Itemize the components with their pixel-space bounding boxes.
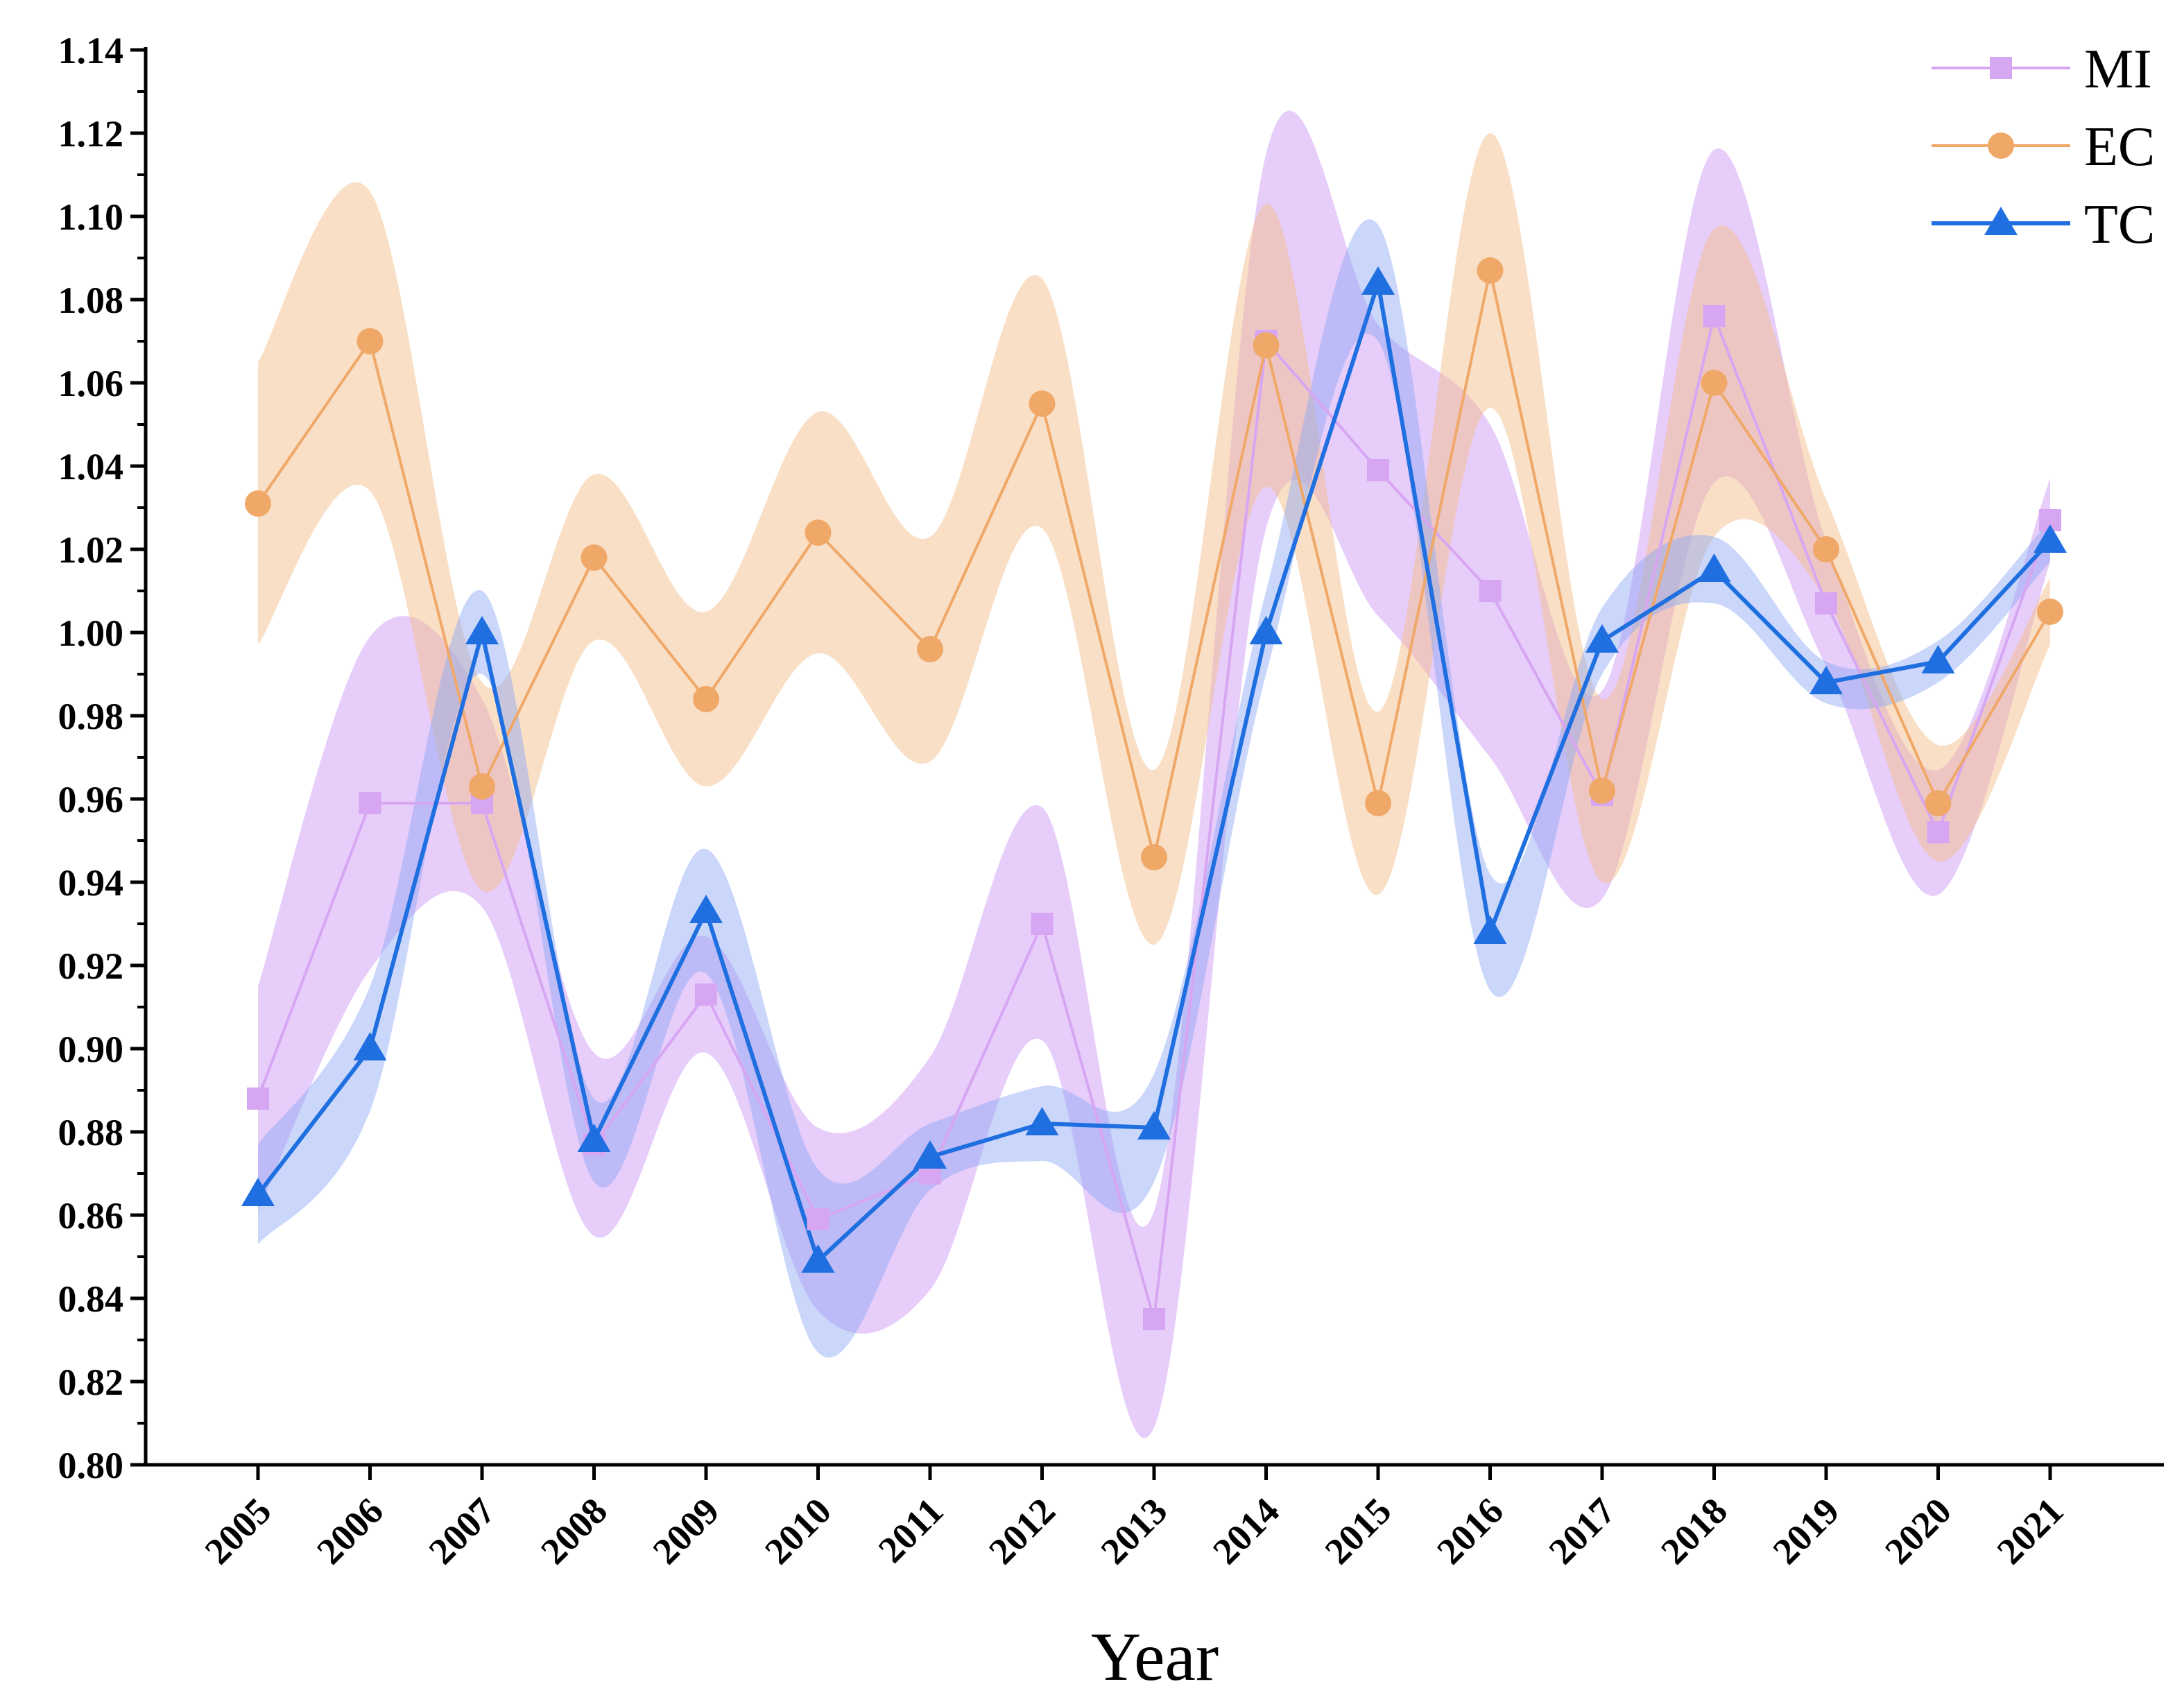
x-tick-label: 2021 [1989,1490,2072,1572]
marker-tc-2010 [801,1244,835,1273]
marker-ec-2021 [2037,599,2063,625]
marker-tc-2005 [241,1178,275,1206]
marker-tc-2021 [2033,524,2067,553]
marker-ec-2016 [1477,257,1504,284]
x-tick-label: 2008 [533,1490,615,1572]
marker-mi-2013 [1143,1308,1165,1330]
y-tick-label: 0.98 [58,696,124,737]
marker-mi-2019 [1815,592,1837,614]
marker-tc-2017 [1585,624,1619,653]
band-ec [258,132,2050,945]
marker-ec-2017 [1589,777,1615,804]
x-tick-label: 2012 [981,1490,1063,1572]
y-tick-label: 1.02 [58,529,124,571]
marker-ec-2018 [1701,370,1728,396]
legend-label-ec: EC [2084,117,2155,178]
x-axis-ticks: 2005 2006 2007 2008 2009 2010 2011 2012 2013 2014… [197,1465,2072,1572]
marker-ec-2019 [1813,536,1839,562]
y-tick-label: 1.12 [58,113,124,155]
x-tick-label: 2006 [309,1490,391,1572]
x-tick-label: 2013 [1093,1490,1176,1572]
x-tick-label: 2020 [1877,1490,1959,1572]
marker-tc-2013 [1137,1111,1171,1140]
y-tick-label: 0.96 [58,779,124,820]
legend-label-tc: TC [2084,194,2155,255]
x-tick-label: 2009 [645,1490,728,1572]
marker-tc-2016 [1473,916,1507,944]
legend-marker-mi [1990,57,2012,79]
marker-ec-2005 [245,490,271,517]
marker-tc-2012 [1025,1107,1059,1135]
y-tick-label: 0.92 [58,945,124,987]
y-tick-label: 0.88 [58,1112,124,1153]
x-tick-label: 2005 [197,1490,280,1572]
confidence-bands [258,110,2050,1438]
marker-ec-2012 [1029,390,1056,417]
marker-tc-2014 [1249,616,1283,644]
y-tick-label: 1.00 [58,612,124,654]
marker-ec-2011 [917,636,943,662]
marker-mi-2006 [359,792,381,814]
marker-tc-2006 [353,1032,387,1060]
marker-tc-2020 [1921,645,1955,673]
y-tick-label: 0.80 [58,1445,124,1486]
marker-mi-2012 [1031,913,1054,935]
marker-mi-2010 [807,1208,829,1230]
marker-tc-2009 [689,895,723,923]
x-tick-label: 2017 [1541,1490,1624,1572]
marker-tc-2007 [465,616,499,644]
marker-mi-2018 [1703,305,1726,327]
marker-tc-2018 [1697,553,1731,582]
marker-mi-2009 [695,983,717,1006]
y-tick-label: 1.04 [58,446,124,488]
y-tick-label: 1.14 [58,30,124,71]
x-tick-label: 2007 [421,1490,504,1572]
y-tick-label: 0.90 [58,1029,124,1070]
marker-ec-2013 [1141,844,1167,870]
marker-ec-2009 [693,686,719,712]
marker-ec-2010 [805,519,832,546]
legend-marker-tc [1984,207,2018,235]
marker-ec-2006 [356,328,384,354]
y-tick-label: 0.86 [58,1195,124,1237]
marker-ec-2014 [1253,332,1280,359]
legend-marker-ec [1988,132,2014,159]
marker-tc-2008 [577,1124,611,1152]
y-tick-label: 1.10 [58,196,124,238]
marker-ec-2020 [1925,790,1952,816]
y-tick-label: 1.08 [58,280,124,321]
marker-tc-2019 [1809,666,1843,694]
x-tick-label: 2011 [870,1490,952,1571]
marker-ec-2007 [469,773,495,800]
x-tick-label: 2016 [1429,1490,1511,1572]
y-axis-ticks: 0.80 0.82 0.84 0.86 0.88 0.90 0.92 0.94 0.96 0.98… [58,30,146,1486]
marker-mi-2005 [247,1088,269,1110]
marker-tc-2015 [1361,266,1395,295]
marker-mi-2015 [1367,459,1389,481]
marker-ec-2008 [581,544,608,571]
y-tick-label: 0.94 [58,862,124,904]
marker-ec-2015 [1365,790,1391,816]
series-markers [241,257,2067,1330]
marker-tc-2011 [913,1140,947,1169]
y-tick-label: 0.82 [58,1361,124,1403]
x-tick-label: 2015 [1317,1490,1400,1572]
x-tick-label: 2019 [1765,1490,1848,1572]
y-tick-label: 1.06 [58,363,124,404]
x-tick-label: 2010 [757,1490,839,1572]
x-tick-label: 2018 [1653,1490,1735,1572]
x-axis-title: Year [1091,1618,1219,1695]
y-tick-label: 0.84 [58,1278,124,1320]
marker-mi-2020 [1927,821,1950,843]
legend: MI EC TC [1932,39,2155,255]
x-tick-label: 2014 [1205,1490,1287,1572]
legend-label-mi: MI [2084,39,2152,100]
marker-mi-2016 [1479,580,1502,602]
